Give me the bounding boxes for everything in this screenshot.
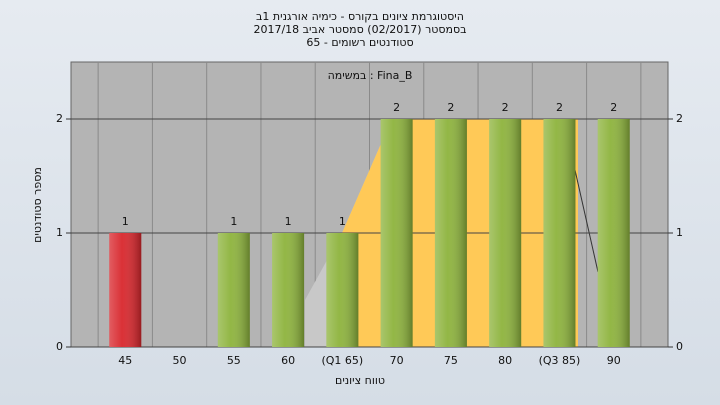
y2-tick-label: 2 — [676, 112, 683, 125]
x-tick-label: 45 — [118, 354, 132, 367]
value-label: 2 — [502, 101, 509, 114]
value-label: 2 — [610, 101, 617, 114]
x-axis-label: טווח ציונים — [335, 374, 385, 387]
x-tick-label: 90 — [607, 354, 621, 367]
bar-shine — [380, 119, 413, 347]
value-label: 2 — [556, 101, 563, 114]
y2-tick-label: 0 — [676, 340, 683, 353]
x-tick-label: 80 — [498, 354, 512, 367]
y-tick-label: 2 — [56, 112, 63, 125]
x-tick-label: 55 — [227, 354, 241, 367]
x-tick-label: 60 — [281, 354, 295, 367]
x-tick-label: 50 — [173, 354, 187, 367]
y2-tick-label: 1 — [676, 226, 683, 239]
bar-shine — [434, 119, 467, 347]
bar-shine — [217, 233, 250, 347]
value-label: 2 — [447, 101, 454, 114]
x-tick-label: 75 — [444, 354, 458, 367]
bar-shine — [543, 119, 576, 347]
x-tick-label: 70 — [390, 354, 404, 367]
y-tick-label: 1 — [56, 226, 63, 239]
chart-title: היסטוגרמת ציונים בקורס - כימיה אורגנית 1… — [256, 10, 464, 23]
value-label: 1 — [285, 215, 292, 228]
x-tick-label: (Q3 85) — [539, 354, 581, 367]
chart-subtitle: בסמסטר (02/2017) סמסטר אביב 2017/18 — [253, 23, 466, 36]
bar-shine — [597, 119, 630, 347]
x-tick-label: (Q1 65) — [321, 354, 363, 367]
bar-shine — [109, 233, 142, 347]
chart-subtitle: סטודנטים רשומים - 65 — [306, 36, 413, 49]
value-label: 1 — [122, 215, 129, 228]
bar-shine — [489, 119, 522, 347]
value-label: 1 — [339, 215, 346, 228]
annotation: במשימה : Fina_B — [328, 69, 413, 82]
y-tick-label: 0 — [56, 340, 63, 353]
decor-line — [574, 169, 599, 273]
value-label: 2 — [393, 101, 400, 114]
y-axis-label: מספר סטודנטים — [31, 167, 44, 243]
value-label: 1 — [230, 215, 237, 228]
bar-shine — [326, 233, 359, 347]
bar-shine — [272, 233, 305, 347]
